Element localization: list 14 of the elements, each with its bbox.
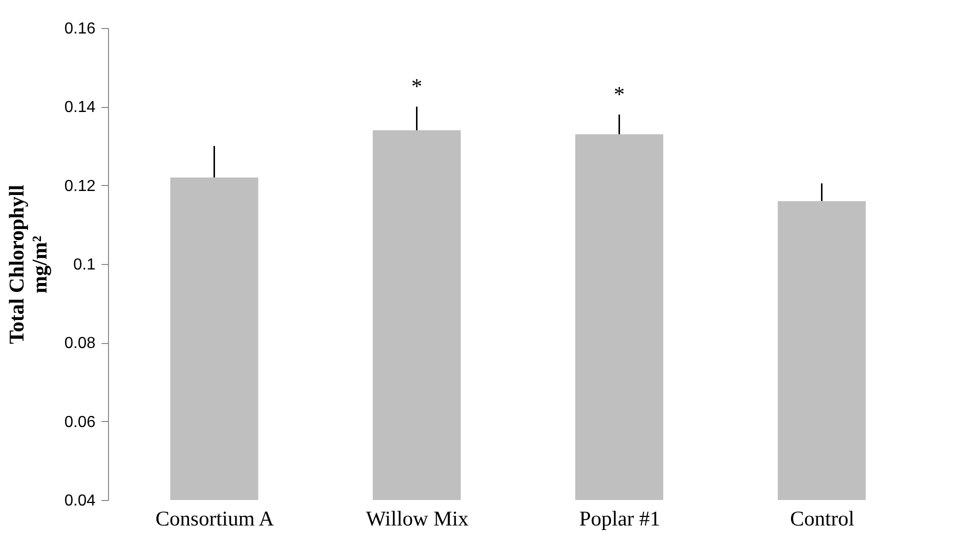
annotation: * [614, 82, 625, 107]
x-tick-label: Control [790, 506, 854, 530]
y-tick-label: 0.12 [64, 178, 96, 195]
annotation: * [411, 74, 422, 99]
y-axis-title: Total Chlorophyll mg/m² [4, 184, 52, 344]
x-tick-label: Poplar #1 [579, 506, 660, 530]
y-tick-label: 0.08 [64, 335, 96, 352]
y-tick-label: 0.04 [64, 492, 96, 510]
y-tick-label: 0.14 [64, 99, 96, 116]
x-tick-label: Willow Mix [366, 506, 469, 530]
y-tick-label: 0.1 [73, 256, 96, 274]
y-tick-label: 0.06 [64, 414, 96, 431]
y-tick-label: 0.16 [64, 20, 96, 38]
x-tick-label: Consortium A [156, 506, 275, 530]
